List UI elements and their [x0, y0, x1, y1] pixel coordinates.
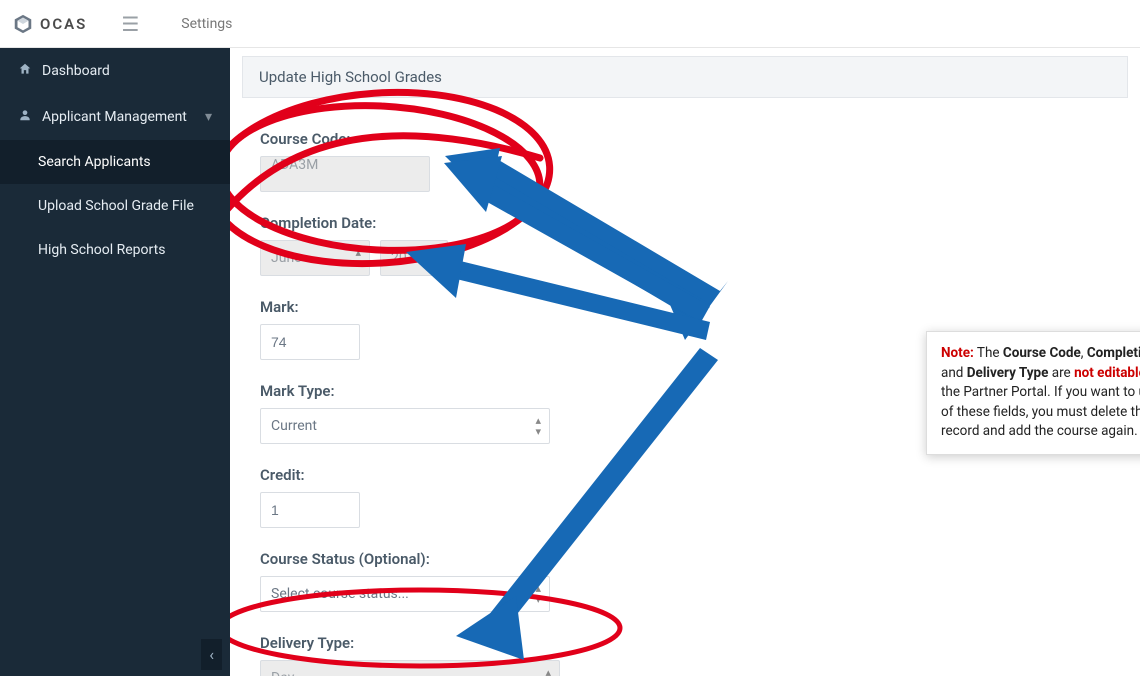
- mark-type-value: Current: [271, 418, 317, 434]
- user-icon: [18, 108, 32, 126]
- sidebar-item-label: Upload School Grade File: [38, 198, 194, 214]
- mark-label: Mark:: [260, 298, 1110, 316]
- grades-form: Course Code: ADA3M Completion Date: June…: [230, 98, 1140, 676]
- field-credit: Credit:: [260, 466, 1110, 528]
- select-caret-icon: ▴▾: [433, 247, 439, 269]
- sidebar-item-label: High School Reports: [38, 242, 165, 258]
- chevron-left-icon[interactable]: ‹: [201, 639, 222, 670]
- select-caret-icon: ▴▾: [545, 667, 551, 676]
- mark-type-label: Mark Type:: [260, 382, 1110, 400]
- sidebar-collapse: ‹: [0, 633, 230, 676]
- field-delivery-type: Delivery Type: Day ▴▾: [260, 634, 1110, 676]
- mark-input[interactable]: [260, 324, 360, 360]
- field-mark-type: Mark Type: Current ▴▾: [260, 382, 1110, 444]
- select-caret-icon: ▴▾: [535, 415, 541, 437]
- sidebar-item-high-school-reports[interactable]: High School Reports: [0, 228, 230, 272]
- course-status-placeholder: Select course status...: [271, 586, 409, 602]
- completion-date-label: Completion Date:: [260, 214, 1110, 232]
- credit-label: Credit:: [260, 466, 1110, 484]
- completion-year-select: 2016 ▴▾: [380, 240, 448, 276]
- brand: OCAS: [12, 13, 87, 35]
- select-caret-icon: ▴▾: [535, 583, 541, 605]
- topbar: OCAS ☰ Settings: [0, 0, 1140, 48]
- mark-type-select[interactable]: Current ▴▾: [260, 408, 550, 444]
- sidebar-item-applicant-management[interactable]: Applicant Management ▾: [0, 94, 230, 140]
- sidebar: Dashboard Applicant Management ▾ Search …: [0, 48, 230, 676]
- sidebar-item-search-applicants[interactable]: Search Applicants: [0, 140, 230, 184]
- completion-year-value: 2016: [391, 250, 422, 266]
- completion-month-value: June: [271, 250, 302, 266]
- topnav-settings[interactable]: Settings: [181, 16, 232, 32]
- menu-toggle-icon[interactable]: ☰: [111, 8, 149, 40]
- brand-logo-icon: [12, 13, 34, 35]
- home-icon: [18, 62, 32, 80]
- sidebar-item-dashboard[interactable]: Dashboard: [0, 48, 230, 94]
- select-caret-icon: ▴▾: [355, 247, 361, 269]
- field-mark: Mark:: [260, 298, 1110, 360]
- course-code-label: Course Code:: [260, 130, 1110, 148]
- field-completion-date: Completion Date: June ▴▾ 2016 ▴▾: [260, 214, 1110, 276]
- course-code-input: ADA3M: [260, 156, 430, 192]
- field-course-code: Course Code: ADA3M: [260, 130, 1110, 192]
- delivery-type-value: Day: [271, 670, 294, 676]
- course-code-value: ADA3M: [271, 157, 318, 173]
- credit-input[interactable]: [260, 492, 360, 528]
- course-status-select[interactable]: Select course status... ▴▾: [260, 576, 550, 612]
- delivery-type-label: Delivery Type:: [260, 634, 1110, 652]
- sidebar-item-label: Search Applicants: [38, 154, 151, 170]
- panel-title: Update High School Grades: [242, 56, 1128, 98]
- field-course-status: Course Status (Optional): Select course …: [260, 550, 1110, 612]
- chevron-down-icon: ▾: [205, 109, 212, 125]
- completion-month-select: June ▴▾: [260, 240, 370, 276]
- sidebar-item-label: Applicant Management: [42, 109, 187, 125]
- delivery-type-select: Day ▴▾: [260, 660, 560, 676]
- main-content: Update High School Grades Course Code: A…: [230, 48, 1140, 676]
- brand-name: OCAS: [40, 15, 87, 33]
- course-status-label: Course Status (Optional):: [260, 550, 1110, 568]
- sidebar-item-upload-school-grade-file[interactable]: Upload School Grade File: [0, 184, 230, 228]
- sidebar-item-label: Dashboard: [42, 63, 110, 79]
